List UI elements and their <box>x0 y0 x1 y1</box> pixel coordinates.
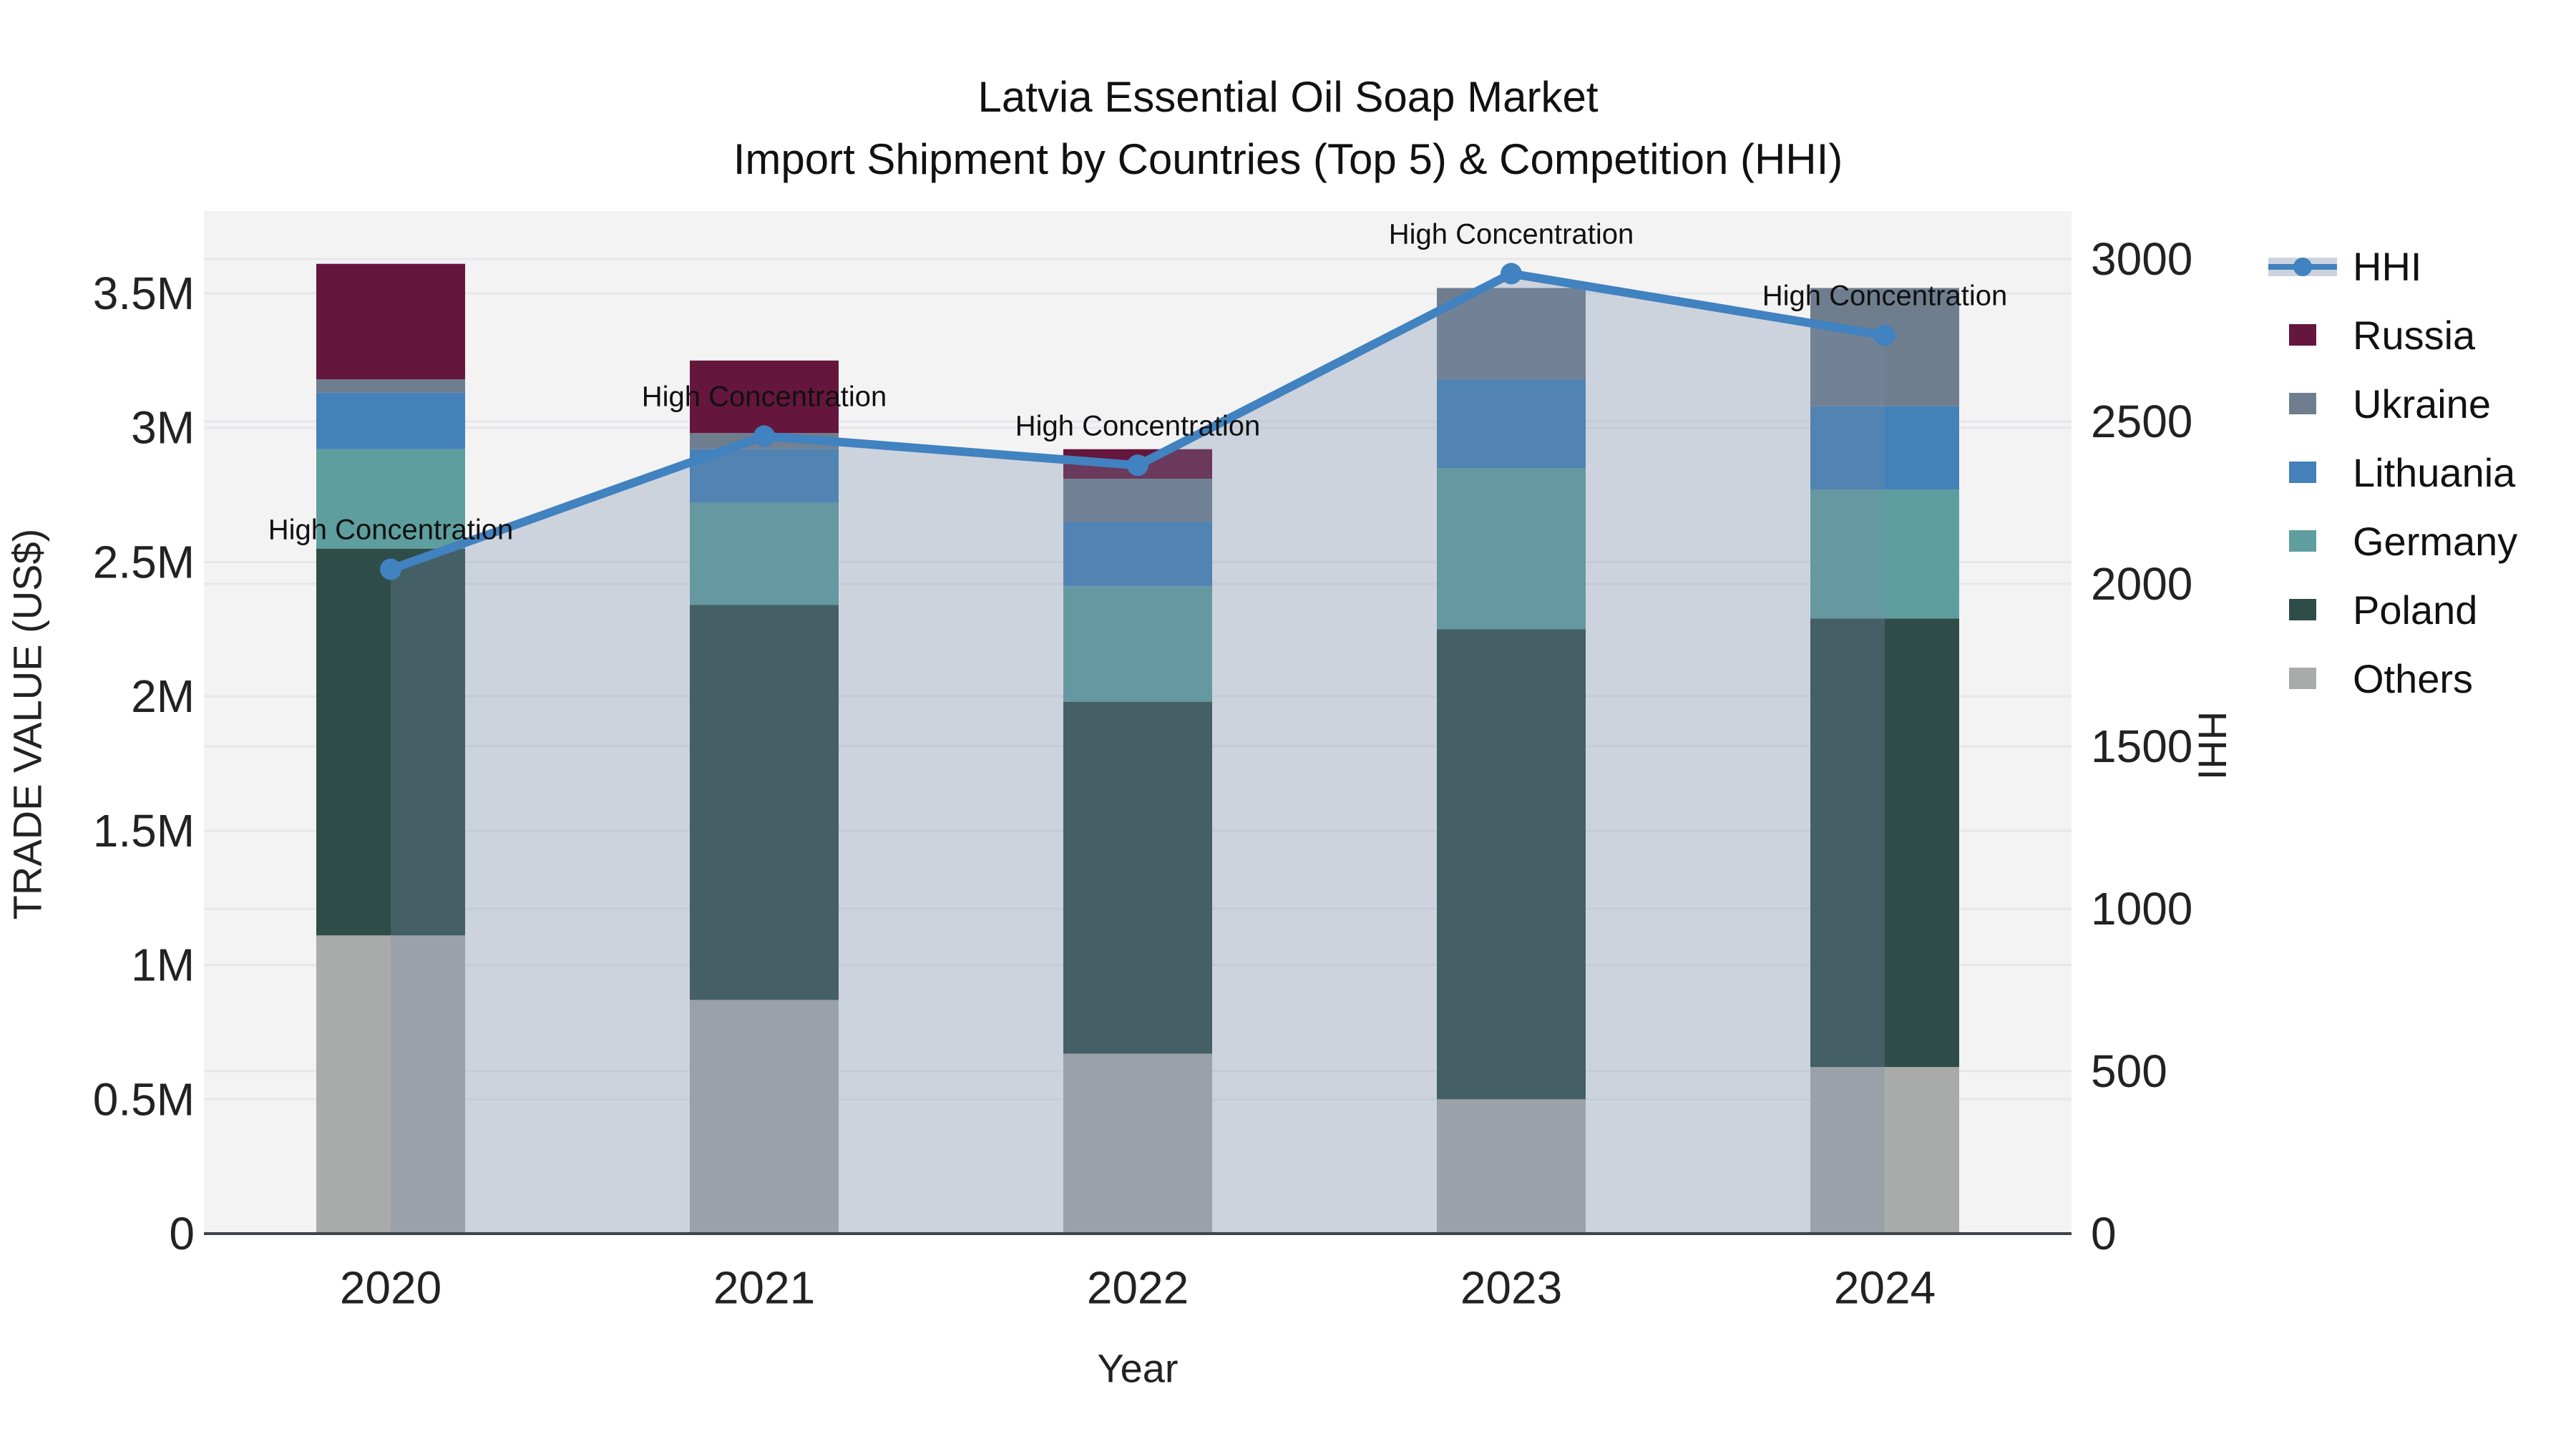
right-tick-label: 500 <box>2091 1045 2167 1097</box>
legend-item-russia[interactable]: Russia <box>2268 301 2517 369</box>
bar-segment-others-2022[interactable] <box>1063 1053 1212 1234</box>
left-tick-label: 2M <box>131 670 195 722</box>
left-tick-label: 0.5M <box>93 1073 195 1125</box>
legend-item-poland[interactable]: Poland <box>2268 575 2517 644</box>
x-tick-label-2022: 2022 <box>1087 1262 1189 1313</box>
bar-segment-russia-2021[interactable] <box>690 360 839 434</box>
chart-title: Latvia Essential Oil Soap Market Import … <box>0 66 2576 190</box>
legend-label: Poland <box>2353 587 2478 633</box>
hhi-line-icon <box>2268 252 2337 280</box>
color-swatch-icon <box>2268 321 2337 349</box>
legend-label: HHI <box>2353 243 2422 289</box>
bar-segment-poland-2021[interactable] <box>690 605 839 1000</box>
chart-title-line2: Import Shipment by Countries (Top 5) & C… <box>733 135 1843 183</box>
x-tick-label-2021: 2021 <box>713 1262 815 1313</box>
legend-label: Ukraine <box>2353 381 2491 426</box>
color-swatch-icon <box>2268 527 2337 555</box>
bar-segment-germany-2021[interactable] <box>690 502 839 605</box>
x-axis-title: Year <box>1097 1345 1179 1391</box>
right-tick-label: 0 <box>2091 1208 2117 1259</box>
legend-label: Russia <box>2353 312 2476 358</box>
left-tick-label: 3.5M <box>93 268 195 319</box>
hhi-marker-2024[interactable] <box>1874 324 1896 346</box>
left-tick-label: 1.5M <box>93 805 195 857</box>
annotation-high-concentration: High Concentration <box>1015 410 1260 441</box>
chart-title-line1: Latvia Essential Oil Soap Market <box>977 73 1599 121</box>
legend-label: Lithuania <box>2353 449 2516 495</box>
legend-label: Germany <box>2353 518 2518 564</box>
x-tick-label-2023: 2023 <box>1460 1262 1562 1313</box>
bar-segment-germany-2022[interactable] <box>1063 586 1212 702</box>
right-tick-label: 1000 <box>2091 883 2192 935</box>
bar-segment-poland-2020[interactable] <box>316 548 465 936</box>
x-tick-label-2020: 2020 <box>340 1262 441 1313</box>
legend-item-others[interactable]: Others <box>2268 644 2517 713</box>
annotation-high-concentration: High Concentration <box>1762 280 2007 312</box>
hhi-marker-2020[interactable] <box>380 558 401 580</box>
left-tick-label: 0 <box>169 1208 195 1259</box>
x-tick-label-2024: 2024 <box>1834 1262 1936 1313</box>
bar-segment-poland-2024[interactable] <box>1810 618 1959 1068</box>
bar-segment-germany-2024[interactable] <box>1810 489 1959 619</box>
bar-segment-poland-2023[interactable] <box>1437 629 1586 1100</box>
bar-segment-ukraine-2020[interactable] <box>316 379 465 393</box>
bar-segment-germany-2023[interactable] <box>1437 468 1586 630</box>
bar-segment-russia-2020[interactable] <box>316 263 465 380</box>
bar-segment-others-2024[interactable] <box>1810 1067 1959 1234</box>
hhi-marker-2021[interactable] <box>753 425 775 447</box>
left-tick-label: 3M <box>131 402 195 454</box>
color-swatch-icon <box>2268 389 2337 418</box>
annotation-high-concentration: High Concentration <box>268 514 513 546</box>
color-swatch-icon <box>2268 458 2337 487</box>
hhi-marker-2022[interactable] <box>1127 454 1148 477</box>
right-tick-label: 3000 <box>2091 233 2192 285</box>
bar-segment-lithuania-2020[interactable] <box>316 392 465 449</box>
bar-segment-lithuania-2022[interactable] <box>1063 522 1212 587</box>
bar-segment-ukraine-2022[interactable] <box>1063 479 1212 522</box>
left-axis-title: TRADE VALUE (US$) <box>4 528 50 920</box>
right-axis-title: HHI <box>2190 711 2235 781</box>
bar-segment-lithuania-2024[interactable] <box>1810 406 1959 490</box>
legend-item-germany[interactable]: Germany <box>2268 507 2517 575</box>
bar-segment-germany-2020[interactable] <box>316 449 465 549</box>
bar-segment-poland-2022[interactable] <box>1063 701 1212 1054</box>
left-tick-label: 1M <box>131 940 195 991</box>
hhi-marker-2023[interactable] <box>1501 263 1522 285</box>
left-tick-label: 2.5M <box>93 536 195 587</box>
annotation-high-concentration: High Concentration <box>642 381 887 412</box>
legend-item-lithuania[interactable]: Lithuania <box>2268 438 2517 507</box>
legend-item-ukraine[interactable]: Ukraine <box>2268 369 2517 438</box>
right-tick-label: 2500 <box>2091 396 2192 447</box>
legend-item-hhi[interactable]: HHI <box>2268 232 2517 301</box>
color-swatch-icon <box>2268 595 2337 624</box>
hhi-area-fill <box>391 273 1885 1234</box>
bar-segment-others-2023[interactable] <box>1437 1099 1586 1234</box>
right-tick-label: 1500 <box>2091 721 2192 772</box>
bar-segment-others-2021[interactable] <box>690 1000 839 1234</box>
legend: HHI Russia Ukraine Lithuania Germany Poland Ot… <box>2268 232 2517 713</box>
right-tick-label: 2000 <box>2091 558 2192 610</box>
annotation-high-concentration: High Concentration <box>1389 218 1634 250</box>
bar-segment-ukraine-2024[interactable] <box>1810 288 1959 406</box>
bar-segment-lithuania-2023[interactable] <box>1437 379 1586 469</box>
color-swatch-icon <box>2268 664 2337 693</box>
legend-label: Others <box>2353 655 2474 701</box>
bar-segment-others-2020[interactable] <box>316 935 465 1234</box>
